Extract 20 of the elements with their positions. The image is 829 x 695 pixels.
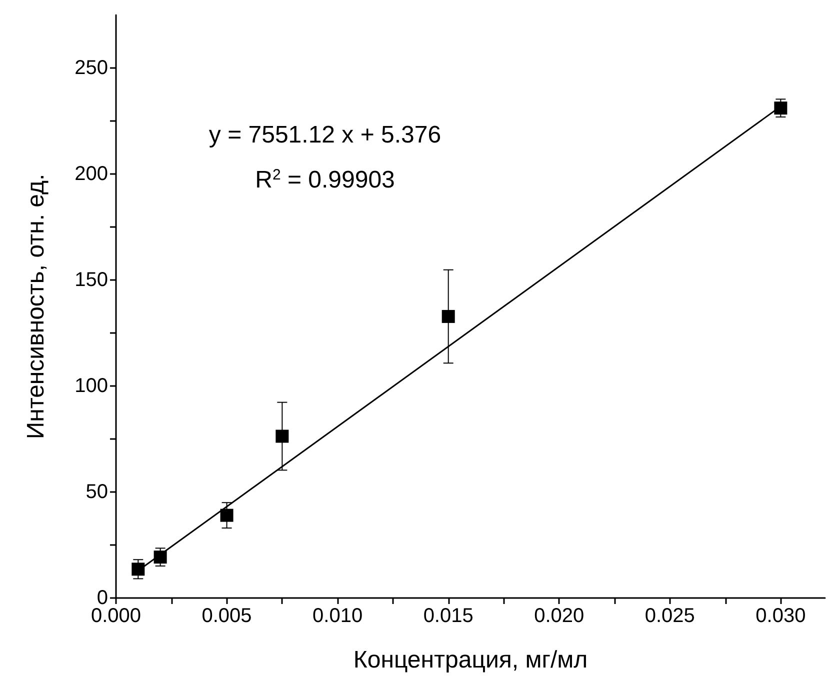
x-tick-label: 0.025 xyxy=(644,605,695,627)
x-tick-label: 0.030 xyxy=(756,605,806,627)
x-tick-label: 0.015 xyxy=(423,605,474,627)
y-axis-title: Интенсивность, отн. ед. xyxy=(22,174,50,440)
y-tick-label: 100 xyxy=(74,375,108,397)
x-tick-label: 0.020 xyxy=(534,605,584,627)
y-tick-label: 50 xyxy=(86,481,108,503)
y-tick-label: 200 xyxy=(74,163,108,185)
x-tick-label: 0.005 xyxy=(202,605,252,627)
point xyxy=(774,102,788,115)
point xyxy=(154,550,167,564)
x-tick-label: 0.010 xyxy=(312,605,363,627)
point xyxy=(276,430,289,443)
point xyxy=(442,310,455,323)
y-tick-label: 250 xyxy=(74,57,108,79)
y-tick-label: 150 xyxy=(74,269,108,291)
annotation: y = 7551.12 x + 5.376 xyxy=(208,122,442,148)
point xyxy=(220,508,234,522)
point xyxy=(132,562,145,576)
x-axis-title: Концентрация, мг/мл xyxy=(353,646,588,674)
